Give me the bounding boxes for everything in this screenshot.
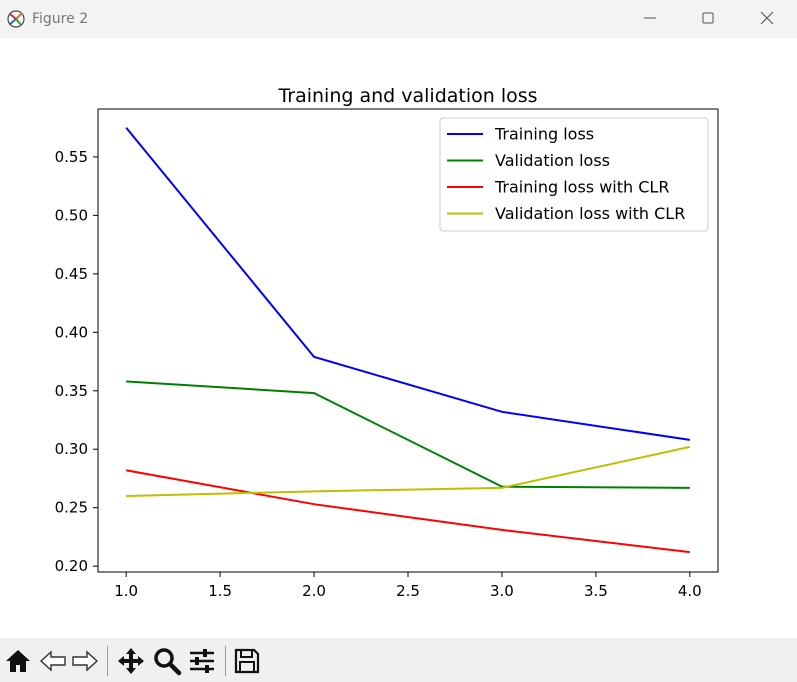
back-icon[interactable] [38, 646, 68, 676]
close-button[interactable] [739, 0, 797, 38]
legend-box [439, 117, 709, 232]
y-tick-label: 0.55 [55, 148, 88, 166]
series-line-3 [126, 469, 690, 554]
window-title: Figure 2 [32, 11, 89, 27]
legend-label: Training loss [494, 125, 594, 144]
navigation-toolbar [0, 638, 797, 682]
y-tick-label: 0.40 [55, 323, 88, 341]
x-tick-label: 1.0 [114, 582, 138, 600]
forward-icon[interactable] [70, 646, 100, 676]
configure-subplots-icon[interactable] [187, 646, 217, 676]
minimize-button[interactable] [622, 0, 680, 38]
minimize-icon [644, 17, 656, 19]
maximize-icon [702, 12, 714, 24]
y-tick-label: 0.20 [55, 557, 88, 575]
legend-label: Validation loss [495, 151, 610, 170]
y-tick-label: 0.45 [55, 265, 88, 283]
series-line-2 [126, 380, 690, 489]
toolbar-separator [107, 646, 108, 676]
app-icon [7, 10, 25, 28]
y-tick-label: 0.35 [55, 382, 88, 400]
y-tick-label: 0.25 [55, 499, 88, 517]
y-tick-label: 0.50 [55, 206, 88, 224]
x-tick-label: 2.0 [302, 582, 326, 600]
home-icon[interactable] [3, 646, 33, 676]
legend-label: Training loss with CLR [494, 178, 669, 197]
x-tick-label: 3.0 [490, 582, 514, 600]
x-tick-label: 1.5 [208, 582, 232, 600]
y-tick-label: 0.30 [55, 440, 88, 458]
x-tick-label: 2.5 [396, 582, 420, 600]
zoom-icon[interactable] [152, 646, 182, 676]
chart-title: Training and validation loss [277, 85, 537, 107]
legend-label: Validation loss with CLR [495, 204, 685, 223]
figure-canvas[interactable]: 1.0 1.5 2.0 2.5 3.0 3.5 4.0 0.20 0.25 0.30 0.35 0.… [0, 38, 797, 638]
title-bar: Figure 2 [0, 0, 797, 38]
series-line-1 [125, 127, 690, 441]
x-tick-label: 4.0 [678, 582, 702, 600]
legend: Training loss Validation loss Training los… [439, 117, 709, 232]
maximize-button[interactable] [680, 0, 738, 38]
series-line-4 [126, 445, 691, 497]
line-chart: 1.0 1.5 2.0 2.5 3.0 3.5 4.0 0.20 0.25 0.30 0.35 0.… [55, 85, 719, 600]
toolbar-separator [225, 646, 226, 676]
x-tick-label: 3.5 [584, 582, 608, 600]
pan-icon[interactable] [116, 646, 146, 676]
close-icon [760, 11, 774, 25]
save-icon[interactable] [232, 646, 262, 676]
